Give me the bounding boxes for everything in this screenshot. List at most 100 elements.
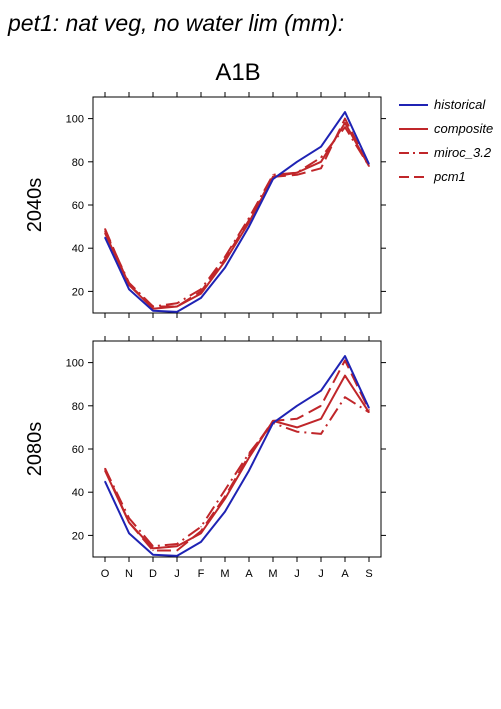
row-label: 2080s: [24, 422, 46, 477]
legend-label: miroc_3.2: [434, 145, 492, 160]
data-point-composite: [248, 457, 250, 459]
data-point-pcm1: [272, 420, 274, 422]
series-line-composite: [104, 374, 370, 550]
series-line-historical: [104, 355, 370, 557]
legend-label: pcm1: [433, 169, 466, 184]
legend: historical composite miroc_3.2 pcm1: [399, 97, 493, 184]
x-tick-label: F: [198, 568, 205, 580]
data-point-historical: [152, 554, 154, 556]
data-point-pcm1: [344, 118, 346, 120]
data-point-pcm1: [104, 228, 106, 230]
data-point-historical: [368, 407, 370, 409]
plot-frame: [92, 96, 382, 314]
data-point-pcm1: [248, 454, 250, 457]
data-point-historical: [344, 111, 346, 113]
data-point-miroc-3-2: [344, 396, 346, 398]
x-tick-label: J: [294, 568, 300, 580]
data-point-pcm1: [368, 165, 370, 167]
data-point-miroc-3-2: [176, 543, 178, 545]
series-line-composite: [104, 121, 370, 310]
data-point-historical: [320, 146, 322, 148]
data-point-composite: [152, 308, 154, 310]
data-point-historical: [104, 480, 106, 482]
x-tick-label: A: [245, 568, 253, 580]
data-point-pcm1: [272, 176, 274, 178]
data-point-historical: [200, 541, 202, 543]
data-point-historical: [344, 355, 346, 357]
data-point-miroc-3-2: [272, 174, 274, 176]
data-point-miroc-3-2: [320, 433, 322, 435]
data-point-pcm1: [224, 258, 226, 260]
page-title: pet1: nat veg, no water lim (mm):: [7, 10, 344, 36]
data-point-miroc-3-2: [200, 526, 202, 528]
data-point-pcm1: [224, 495, 226, 498]
y-tick-label: 100: [66, 114, 84, 126]
data-point-pcm1: [128, 284, 130, 286]
data-point-composite: [344, 122, 346, 124]
x-tick-label: N: [125, 568, 133, 580]
series-line-pcm1: [104, 117, 370, 308]
panel-2040s: 20 40 60 80 100 2040s: [24, 92, 386, 318]
data-point-miroc-3-2: [296, 172, 298, 174]
series-line-miroc-3-2: [104, 396, 370, 548]
x-tick-label: A: [341, 568, 349, 580]
x-tick-label: M: [268, 568, 277, 580]
series-line-pcm1: [104, 359, 370, 552]
data-point-historical: [104, 236, 106, 238]
data-point-pcm1: [368, 409, 370, 411]
data-point-pcm1: [320, 167, 322, 169]
data-point-pcm1: [128, 521, 130, 524]
y-tick-label: 20: [72, 530, 84, 542]
data-point-pcm1: [200, 530, 202, 532]
data-point-pcm1: [152, 305, 154, 308]
data-point-historical: [224, 511, 226, 513]
x-tick-label: D: [149, 568, 157, 580]
y-tick-label: 100: [66, 358, 84, 370]
x-tick-label: O: [101, 568, 110, 580]
data-point-historical: [152, 310, 154, 312]
data-point-composite: [176, 545, 178, 547]
data-point-miroc-3-2: [176, 302, 178, 304]
data-point-pcm1: [296, 174, 298, 176]
data-point-historical: [176, 555, 178, 557]
data-point-composite: [320, 161, 322, 163]
y-tick-label: 80: [72, 157, 84, 169]
y-tick-label: 60: [72, 200, 84, 212]
x-tick-label: J: [318, 568, 324, 580]
data-point-historical: [320, 390, 322, 392]
data-point-pcm1: [200, 290, 202, 292]
data-point-pcm1: [320, 405, 322, 407]
x-tick-label: M: [220, 568, 229, 580]
data-point-pcm1: [152, 549, 154, 552]
y-tick-label: 40: [72, 487, 84, 499]
data-point-historical: [368, 163, 370, 165]
data-point-historical: [248, 470, 250, 472]
data-point-historical: [128, 532, 130, 534]
series-line-historical: [104, 111, 370, 313]
data-point-miroc-3-2: [128, 282, 130, 284]
data-point-historical: [272, 422, 274, 424]
y-tick-label: 40: [72, 243, 84, 255]
data-point-historical: [296, 405, 298, 407]
legend-label: composite: [434, 121, 493, 136]
data-point-historical: [272, 178, 274, 180]
data-point-pcm1: [344, 359, 346, 362]
data-point-composite: [200, 532, 202, 534]
scenario-label: A1B: [215, 59, 260, 86]
y-tick-label: 20: [72, 286, 84, 298]
data-point-pcm1: [296, 418, 298, 420]
data-point-historical: [128, 288, 130, 290]
data-point-historical: [176, 311, 178, 313]
data-point-miroc-3-2: [368, 411, 370, 413]
data-point-miroc-3-2: [224, 489, 226, 491]
data-point-composite: [152, 547, 154, 549]
data-point-miroc-3-2: [152, 545, 154, 547]
data-point-pcm1: [176, 549, 178, 552]
panel-2080s: 20 40 60 80 100 O N D J F M A M J J A S 2080s: [24, 336, 386, 580]
data-point-miroc-3-2: [320, 156, 322, 159]
row-label: 2040s: [24, 178, 46, 233]
data-point-pcm1: [176, 305, 178, 308]
data-point-miroc-3-2: [344, 126, 346, 128]
data-point-composite: [344, 374, 346, 377]
y-tick-label: 60: [72, 444, 84, 456]
